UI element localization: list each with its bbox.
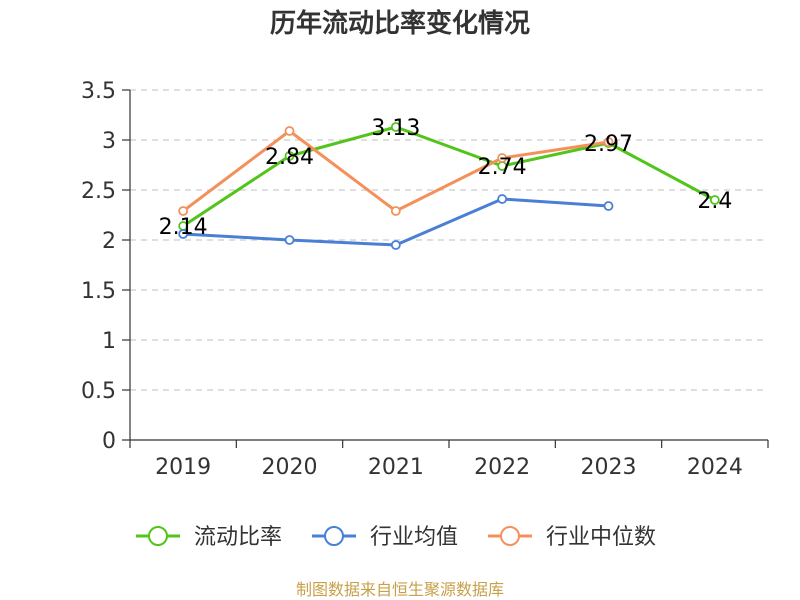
data-point [603,201,614,211]
source-note: 制图数据来自恒生聚源数据库 [296,580,504,599]
data-point [390,122,401,132]
data-point [709,195,720,205]
grid-lines [130,89,768,391]
y-tick-label: 1 [102,329,116,354]
x-tick-label: 2022 [474,455,530,480]
legend-item[interactable]: 行业中位数 [488,525,656,550]
data-point [284,151,295,161]
y-tick-label: 0 [102,429,116,454]
legend[interactable]: 流动比率 行业均值 行业中位数 [136,525,656,550]
legend-marker [500,526,520,546]
x-tick-label: 2021 [368,455,424,480]
data-label: 3.13 [371,116,420,141]
data-labels: 2.14 2.84 3.13 2.74 2.97 2.4 [159,116,733,240]
x-tick-label: 2024 [687,455,743,480]
data-label: 2.14 [159,215,208,240]
x-tick-label: 2020 [262,455,318,480]
legend-item[interactable]: 流动比率 [136,525,282,550]
legend-marker [148,526,168,546]
chart-title: 历年流动比率变化情况 [270,8,530,39]
y-tick-label: 2 [102,229,116,254]
data-point [497,194,508,204]
y-tick-label: 3 [102,129,116,154]
y-axis-ticks: 0 0.5 1 1.5 2 2.5 3 3.5 [81,79,116,454]
data-point [390,240,401,250]
y-tick-label: 1.5 [81,279,116,304]
y-tick-label: 2.5 [81,179,116,204]
legend-marker [324,526,344,546]
x-tick-label: 2019 [155,455,211,480]
legend-label: 行业中位数 [546,525,656,550]
data-point [284,235,295,245]
data-point [497,153,508,163]
legend-label: 行业均值 [370,525,458,550]
data-label: 2.74 [478,155,527,180]
data-point [178,206,189,216]
data-point [390,206,401,216]
x-axis-ticks: 2019 2020 2021 2022 2023 2024 [155,455,743,480]
data-label: 2.4 [697,189,732,214]
data-label: 2.84 [265,145,314,170]
series-line [183,197,609,247]
data-label: 2.97 [584,132,633,157]
legend-item[interactable]: 行业均值 [312,525,458,550]
data-point [178,229,189,239]
x-tick-label: 2023 [581,455,637,480]
y-tick-label: 0.5 [81,379,116,404]
series-line [182,129,609,213]
series-line [182,125,716,228]
legend-label: 流动比率 [194,525,282,550]
data-point [284,126,295,136]
axes [122,89,769,448]
series-layer [178,122,720,250]
data-point [603,137,614,147]
y-tick-label: 3.5 [81,79,116,104]
